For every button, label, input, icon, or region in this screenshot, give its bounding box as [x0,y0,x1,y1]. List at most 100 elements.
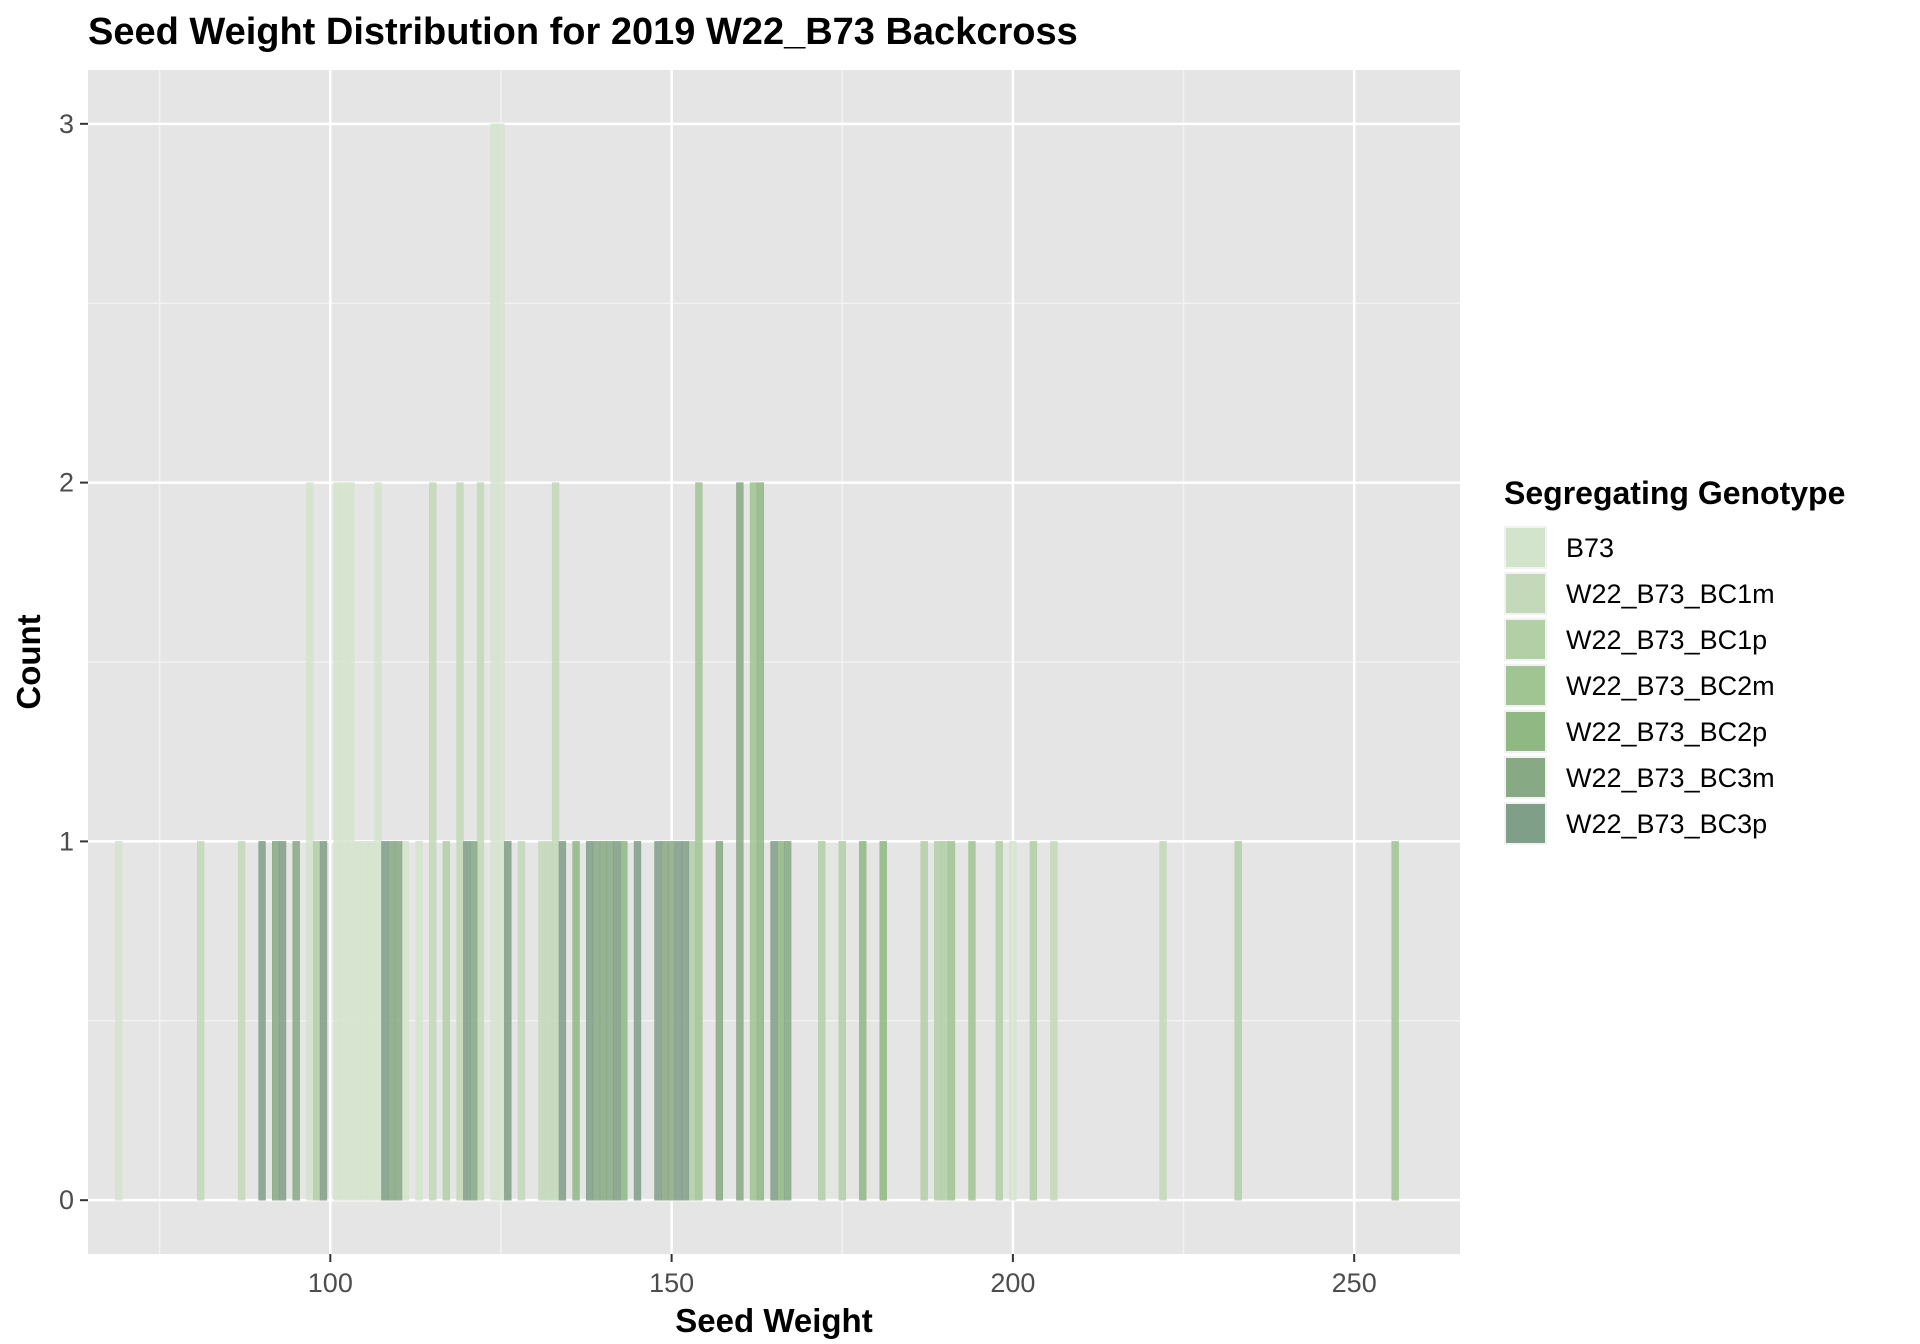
histogram-bars [115,123,1399,1201]
bar-w22-b73-bc1m [545,841,553,1201]
x-tick-label: 200 [990,1268,1035,1298]
bar-w22-b73-bc3m [292,841,300,1201]
x-axis: 100 150 200 250 [308,1254,1377,1298]
bar-w22-b73-bc3m [736,482,744,1201]
bar-w22-b73-bc2m [695,482,703,1201]
bar-w22-b73-bc1m [551,482,560,1201]
legend-label: W22_B73_BC1m [1566,579,1775,609]
bar-w22-b73-bc1p [442,841,451,1201]
bar-w22-b73-bc3p [319,841,328,1201]
bar-w22-b73-bc1p [313,841,321,1201]
bar-w22-b73-bc3m [599,841,608,1201]
bar-w22-b73-bc1m [429,482,437,1201]
bar-w22-b73-bc2p [859,841,867,1201]
bar-w22-b73-bc3m [661,841,669,1201]
bar-w22-b73-bc2m [749,482,758,1201]
bar-w22-b73-bc1p [1234,841,1242,1201]
bar-b73 [333,482,341,1201]
bar-w22-b73-bc3m [715,841,724,1201]
bar-w22-b73-bc3m [394,841,403,1201]
legend-swatch [1506,758,1545,797]
bar-w22-b73-bc3p [278,841,287,1201]
bar-w22-b73-bc3m [783,841,792,1201]
chart-title: Seed Weight Distribution for 2019 W22_B7… [88,11,1078,53]
y-axis-title: Count [10,614,47,709]
bar-w22-b73-bc3m [667,841,676,1201]
bar-w22-b73-bc2m [968,841,976,1201]
x-tick-label: 250 [1332,1268,1377,1298]
legend-label: W22_B73_BC2m [1566,671,1775,701]
y-tick-label: 2 [59,468,74,498]
legend-swatch [1506,804,1545,843]
bar-w22-b73-bc1p [920,841,928,1201]
bar-w22-b73-bc3p [463,841,471,1201]
bar-w22-b73-bc3p [613,841,621,1201]
bar-w22-b73-bc3p [381,841,389,1201]
bar-b73 [415,841,423,1201]
bar-w22-b73-bc3m [469,841,478,1201]
bar-w22-b73-bc3m [388,841,396,1201]
bar-w22-b73-bc3p [770,841,778,1201]
bar-w22-b73-bc2m [1391,841,1399,1201]
legend-title: Segregating Genotype [1504,475,1845,511]
x-tick-label: 150 [649,1268,694,1298]
bar-w22-b73-bc3p [681,841,689,1201]
bar-b73 [374,482,382,1201]
x-tick-label: 100 [308,1268,353,1298]
bar-w22-b73-bc3p [258,841,266,1201]
legend-swatch [1506,620,1545,659]
bar-w22-b73-bc3p [504,841,512,1201]
legend-swatch [1506,574,1545,613]
bar-w22-b73-bc1p [688,841,696,1201]
legend-label: W22_B73_BC2p [1566,717,1767,747]
legend-label: W22_B73_BC3p [1566,809,1767,839]
bar-w22-b73-bc1p [818,841,826,1201]
bar-b73 [360,841,369,1201]
bar-w22-b73-bc1m [1050,841,1058,1201]
bar-b73 [490,123,498,1201]
y-tick-label: 1 [59,826,74,856]
bar-w22-b73-bc1m [456,482,464,1201]
bar-w22-b73-bc1m [538,841,546,1201]
bar-b73 [367,841,375,1201]
bar-w22-b73-bc2m [947,841,956,1201]
legend-swatch [1506,712,1545,751]
y-axis: 0 1 2 3 [59,109,88,1215]
bar-w22-b73-bc2p [777,841,785,1201]
legend-swatch [1506,666,1545,705]
legend-label: W22_B73_BC1p [1566,625,1767,655]
legend: Segregating Genotype B73 W22_B73_BC1m W22_… [1504,475,1845,845]
bar-w22-b73-bc3m [592,841,601,1201]
bar-w22-b73-bc1p [934,841,942,1201]
bar-b73 [401,841,410,1201]
bar-w22-b73-bc1m [196,841,205,1201]
bar-w22-b73-bc3m [272,841,280,1201]
bar-w22-b73-bc3p [586,841,594,1201]
bar-w22-b73-bc3p [654,841,662,1201]
bar-w22-b73-bc1p [940,841,949,1201]
bar-w22-b73-bc3p [674,841,683,1201]
bar-w22-b73-bc2p [620,841,628,1201]
bar-b73 [115,841,123,1201]
bar-w22-b73-bc1m [1159,841,1167,1201]
bar-b73 [497,123,505,1201]
bar-w22-b73-bc3m [606,841,614,1201]
bar-b73 [1009,841,1017,1201]
bar-w22-b73-bc1p [995,841,1003,1201]
bar-b73 [306,482,314,1201]
legend-swatch [1506,528,1545,567]
bar-w22-b73-bc2p [879,841,887,1201]
bar-w22-b73-bc1p [838,841,846,1201]
bar-b73 [340,482,348,1201]
bar-w22-b73-bc1m [476,482,485,1201]
y-tick-label: 3 [59,109,74,139]
legend-label: W22_B73_BC3m [1566,763,1775,793]
bar-b73 [353,841,362,1201]
bar-w22-b73-bc3p [558,841,567,1201]
bar-w22-b73-bc2p [572,841,580,1201]
bar-w22-b73-bc1p [1029,841,1038,1201]
bar-w22-b73-bc2p [756,482,765,1201]
legend-items: B73 W22_B73_BC1m W22_B73_BC1p W22_B73_BC2m W… [1504,526,1775,845]
bar-w22-b73-bc1m [517,841,526,1201]
